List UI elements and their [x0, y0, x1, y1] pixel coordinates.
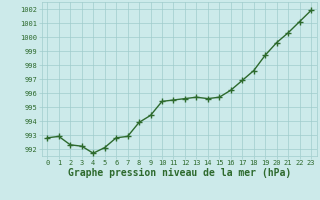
X-axis label: Graphe pression niveau de la mer (hPa): Graphe pression niveau de la mer (hPa) — [68, 168, 291, 178]
